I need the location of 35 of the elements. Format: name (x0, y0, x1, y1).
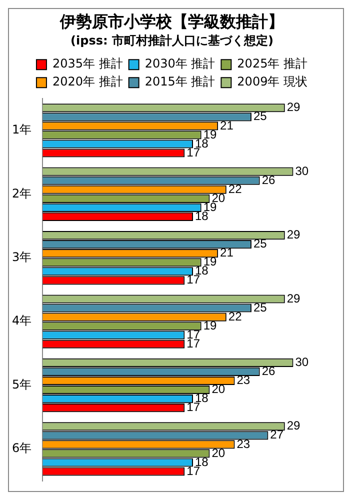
data-label: 29 (286, 100, 301, 114)
data-label: 22 (228, 309, 242, 324)
legend-label: 2030年 推計 (144, 56, 216, 71)
data-label: 27 (270, 428, 284, 442)
data-label: 25 (253, 109, 268, 124)
data-label: 20 (212, 382, 226, 396)
data-label: 21 (220, 118, 234, 132)
y-tick-label: 4年 (12, 314, 32, 328)
data-label: 29 (286, 228, 301, 242)
data-label: 30 (295, 164, 309, 178)
legend-label: 2035年 推計 (52, 56, 123, 71)
data-label: 29 (286, 291, 301, 306)
chart-title: 伊勢原市小学校【学級数推計】 (59, 12, 284, 31)
chart-subtitle: (ipss: 市町村推計人口に基づく想定) (70, 34, 274, 48)
data-label: 25 (253, 236, 268, 251)
data-label: 19 (203, 318, 218, 332)
data-label: 25 (253, 300, 268, 314)
y-tick-label: 5年 (12, 377, 32, 392)
data-label: 20 (212, 446, 226, 460)
legend-label: 2009年 現状 (237, 74, 308, 89)
legend-label: 2015年 推計 (144, 74, 216, 89)
y-tick-label: 1年 (12, 122, 32, 137)
data-label: 22 (228, 182, 242, 196)
y-tick-label: 3年 (12, 250, 32, 264)
data-label: 23 (236, 373, 250, 388)
data-label: 26 (262, 364, 276, 378)
legend-label: 2020年 推計 (52, 74, 123, 89)
y-tick-label: 2年 (12, 186, 32, 200)
data-label: 29 (286, 418, 301, 433)
data-label: 23 (236, 436, 250, 451)
legend-label: 2025年 推計 (237, 56, 308, 71)
y-tick-label: 6年 (12, 441, 32, 456)
data-label: 30 (295, 355, 309, 369)
data-label: 26 (262, 172, 276, 187)
data-label: 21 (220, 246, 234, 260)
